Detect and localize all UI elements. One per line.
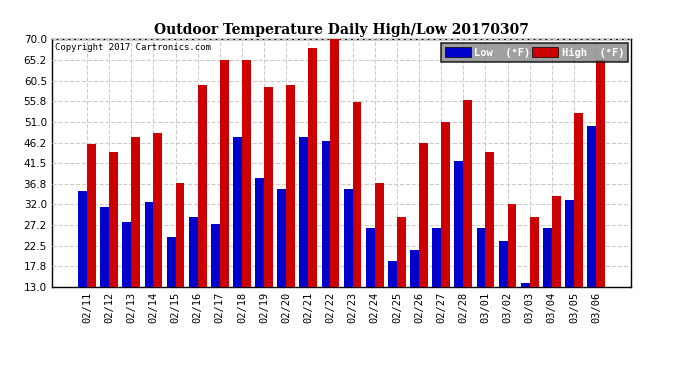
Bar: [552, 196, 561, 287]
Bar: [574, 113, 583, 287]
Bar: [499, 241, 508, 287]
Bar: [175, 183, 184, 287]
Bar: [587, 126, 596, 287]
Bar: [596, 60, 605, 287]
Bar: [233, 137, 242, 287]
Bar: [308, 48, 317, 287]
Bar: [286, 85, 295, 287]
Bar: [211, 224, 220, 287]
Bar: [87, 144, 96, 287]
Bar: [78, 191, 87, 287]
Bar: [344, 189, 353, 287]
Bar: [331, 39, 339, 287]
Bar: [463, 100, 472, 287]
Bar: [153, 133, 162, 287]
Bar: [109, 152, 118, 287]
Bar: [477, 228, 486, 287]
Bar: [322, 141, 331, 287]
Bar: [255, 178, 264, 287]
Bar: [486, 152, 494, 287]
Bar: [543, 228, 552, 287]
Bar: [397, 217, 406, 287]
Bar: [299, 137, 308, 287]
Bar: [277, 189, 286, 287]
Bar: [366, 228, 375, 287]
Bar: [419, 143, 428, 287]
Text: Copyright 2017 Cartronics.com: Copyright 2017 Cartronics.com: [55, 43, 210, 52]
Bar: [375, 183, 384, 287]
Bar: [388, 261, 397, 287]
Bar: [197, 85, 206, 287]
Bar: [441, 122, 450, 287]
Bar: [264, 87, 273, 287]
Bar: [144, 202, 153, 287]
Legend: Low  (°F), High  (°F): Low (°F), High (°F): [441, 42, 628, 62]
Bar: [433, 228, 441, 287]
Bar: [353, 102, 362, 287]
Bar: [521, 282, 530, 287]
Bar: [508, 204, 516, 287]
Bar: [220, 60, 228, 287]
Bar: [410, 250, 419, 287]
Bar: [167, 237, 175, 287]
Bar: [530, 217, 539, 287]
Bar: [455, 161, 463, 287]
Bar: [189, 217, 197, 287]
Bar: [131, 137, 140, 287]
Bar: [565, 200, 574, 287]
Title: Outdoor Temperature Daily High/Low 20170307: Outdoor Temperature Daily High/Low 20170…: [154, 23, 529, 37]
Bar: [122, 222, 131, 287]
Bar: [242, 60, 250, 287]
Bar: [100, 207, 109, 287]
